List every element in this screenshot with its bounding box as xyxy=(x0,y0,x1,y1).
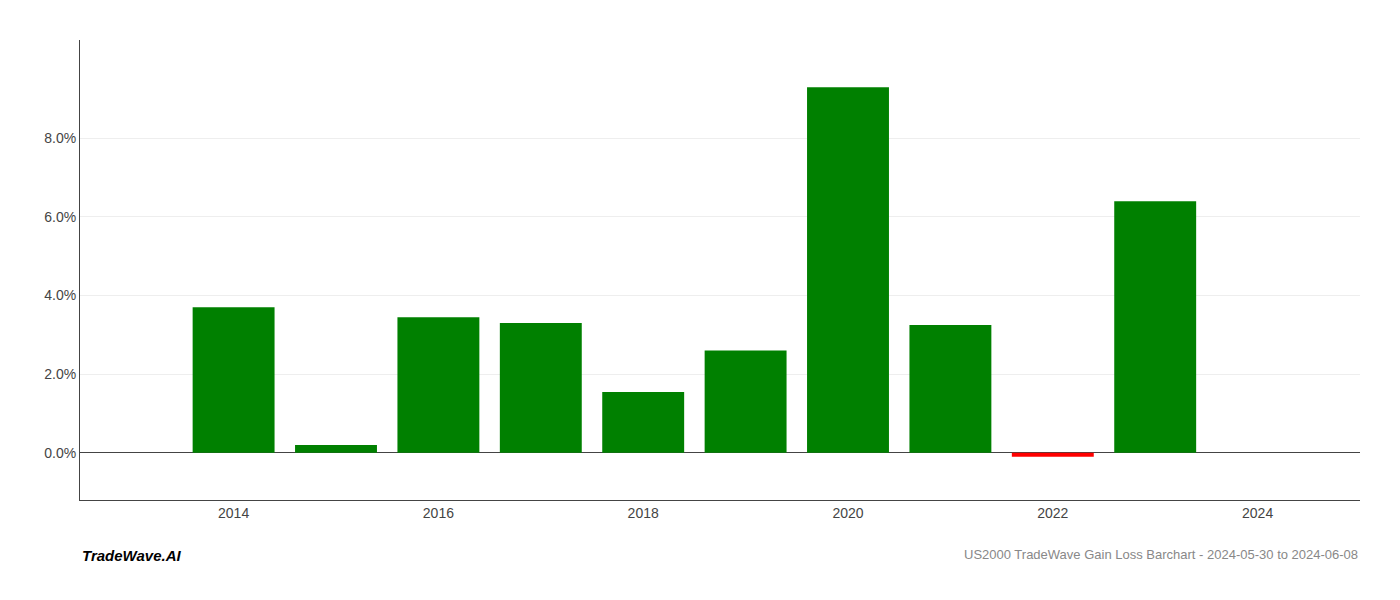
svg-text:2016: 2016 xyxy=(423,505,454,521)
svg-text:2018: 2018 xyxy=(628,505,659,521)
svg-text:TradeWave.AI: TradeWave.AI xyxy=(82,547,181,564)
svg-text:2014: 2014 xyxy=(218,505,249,521)
svg-text:8.0%: 8.0% xyxy=(44,130,76,146)
svg-text:6.0%: 6.0% xyxy=(44,209,76,225)
svg-text:2022: 2022 xyxy=(1037,505,1068,521)
svg-text:2.0%: 2.0% xyxy=(44,366,76,382)
svg-text:2020: 2020 xyxy=(832,505,863,521)
svg-text:4.0%: 4.0% xyxy=(44,287,76,303)
svg-text:0.0%: 0.0% xyxy=(44,445,76,461)
svg-text:US2000 TradeWave Gain Loss Bar: US2000 TradeWave Gain Loss Barchart - 20… xyxy=(964,547,1358,562)
svg-text:2024: 2024 xyxy=(1242,505,1273,521)
